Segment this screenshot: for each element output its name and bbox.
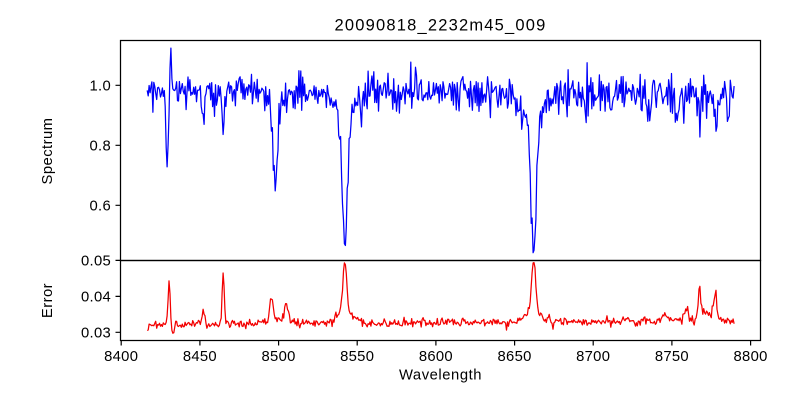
svg-text:Wavelength: Wavelength <box>399 368 482 384</box>
svg-text:8450: 8450 <box>183 349 217 365</box>
svg-text:8650: 8650 <box>498 349 532 365</box>
svg-text:0.05: 0.05 <box>81 254 111 270</box>
svg-text:Error: Error <box>40 283 56 318</box>
svg-text:8700: 8700 <box>576 349 610 365</box>
svg-text:8750: 8750 <box>655 349 689 365</box>
svg-text:0.8: 0.8 <box>90 138 111 154</box>
svg-text:0.04: 0.04 <box>81 290 111 306</box>
svg-text:0.03: 0.03 <box>81 325 111 341</box>
svg-text:8550: 8550 <box>340 349 374 365</box>
svg-text:8600: 8600 <box>419 349 453 365</box>
svg-text:1.0: 1.0 <box>90 78 111 94</box>
svg-text:Spectrum: Spectrum <box>40 118 56 185</box>
svg-text:20090818_2232m45_009: 20090818_2232m45_009 <box>334 17 546 35</box>
svg-text:0.6: 0.6 <box>90 198 111 214</box>
svg-text:8800: 8800 <box>734 349 768 365</box>
svg-text:8400: 8400 <box>104 349 138 365</box>
svg-text:8500: 8500 <box>262 349 296 365</box>
